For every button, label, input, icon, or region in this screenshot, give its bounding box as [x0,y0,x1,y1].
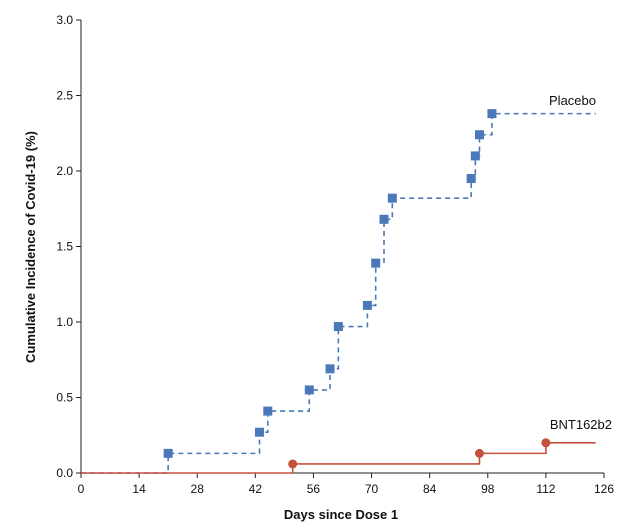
placebo-event-marker [466,174,476,184]
x-tick-label: 42 [249,482,263,496]
placebo-event-marker [163,448,173,458]
x-tick-label: 56 [307,482,321,496]
x-tick-label: 126 [594,482,614,496]
x-tick-label: 98 [481,482,495,496]
series-layer [81,109,596,474]
placebo-event-marker [474,130,484,140]
axes: 0.0 0.5 1.0 1.5 2.0 2.5 3.0 0 14 28 42 56 70 84 98 112 1… [56,13,614,496]
x-tick-label: 0 [78,482,85,496]
y-tick-label: 2.0 [56,164,73,178]
y-tick-label: 1.5 [56,240,73,254]
placebo-event-marker [387,193,397,203]
placebo-event-marker [371,258,381,268]
placebo-event-marker [325,364,335,374]
x-axis-title: Days since Dose 1 [284,507,398,522]
x-tick-label: 112 [536,482,555,496]
placebo-event-marker [263,406,273,416]
y-tick-label: 0.0 [56,466,73,480]
x-tick-label: 14 [132,482,146,496]
placebo-event-marker [304,385,314,395]
labels: Days since Dose 1 Cumulative Incidence o… [23,93,612,522]
placebo-event-marker [470,151,480,161]
placebo-event-marker [379,214,389,224]
placebo-event-marker [333,322,343,332]
placebo-line [81,112,596,474]
placebo-event-marker [254,427,264,437]
x-tick-label: 70 [365,482,379,496]
y-tick-label: 0.5 [56,391,73,405]
bnt162b2-line [81,442,596,474]
bnt162b2-series [81,438,596,474]
bnt162b2-event-marker [288,459,298,469]
bnt162b2-event-marker [541,438,551,448]
x-tick-label: 28 [191,482,205,496]
y-tick-label: 2.5 [56,89,73,103]
y-tick-label: 3.0 [56,13,73,27]
bnt162b2-event-marker [474,448,484,458]
placebo-event-marker [487,109,497,119]
placebo-event-marker [362,300,372,310]
y-tick-label: 1.0 [56,315,73,329]
placebo-series-label: Placebo [549,93,596,108]
x-tick-label: 84 [423,482,437,496]
placebo-series [81,109,596,474]
y-axis-title: Cumulative Incidence of Covid-19 (%) [23,131,38,363]
bnt162b2-series-label: BNT162b2 [550,417,612,432]
